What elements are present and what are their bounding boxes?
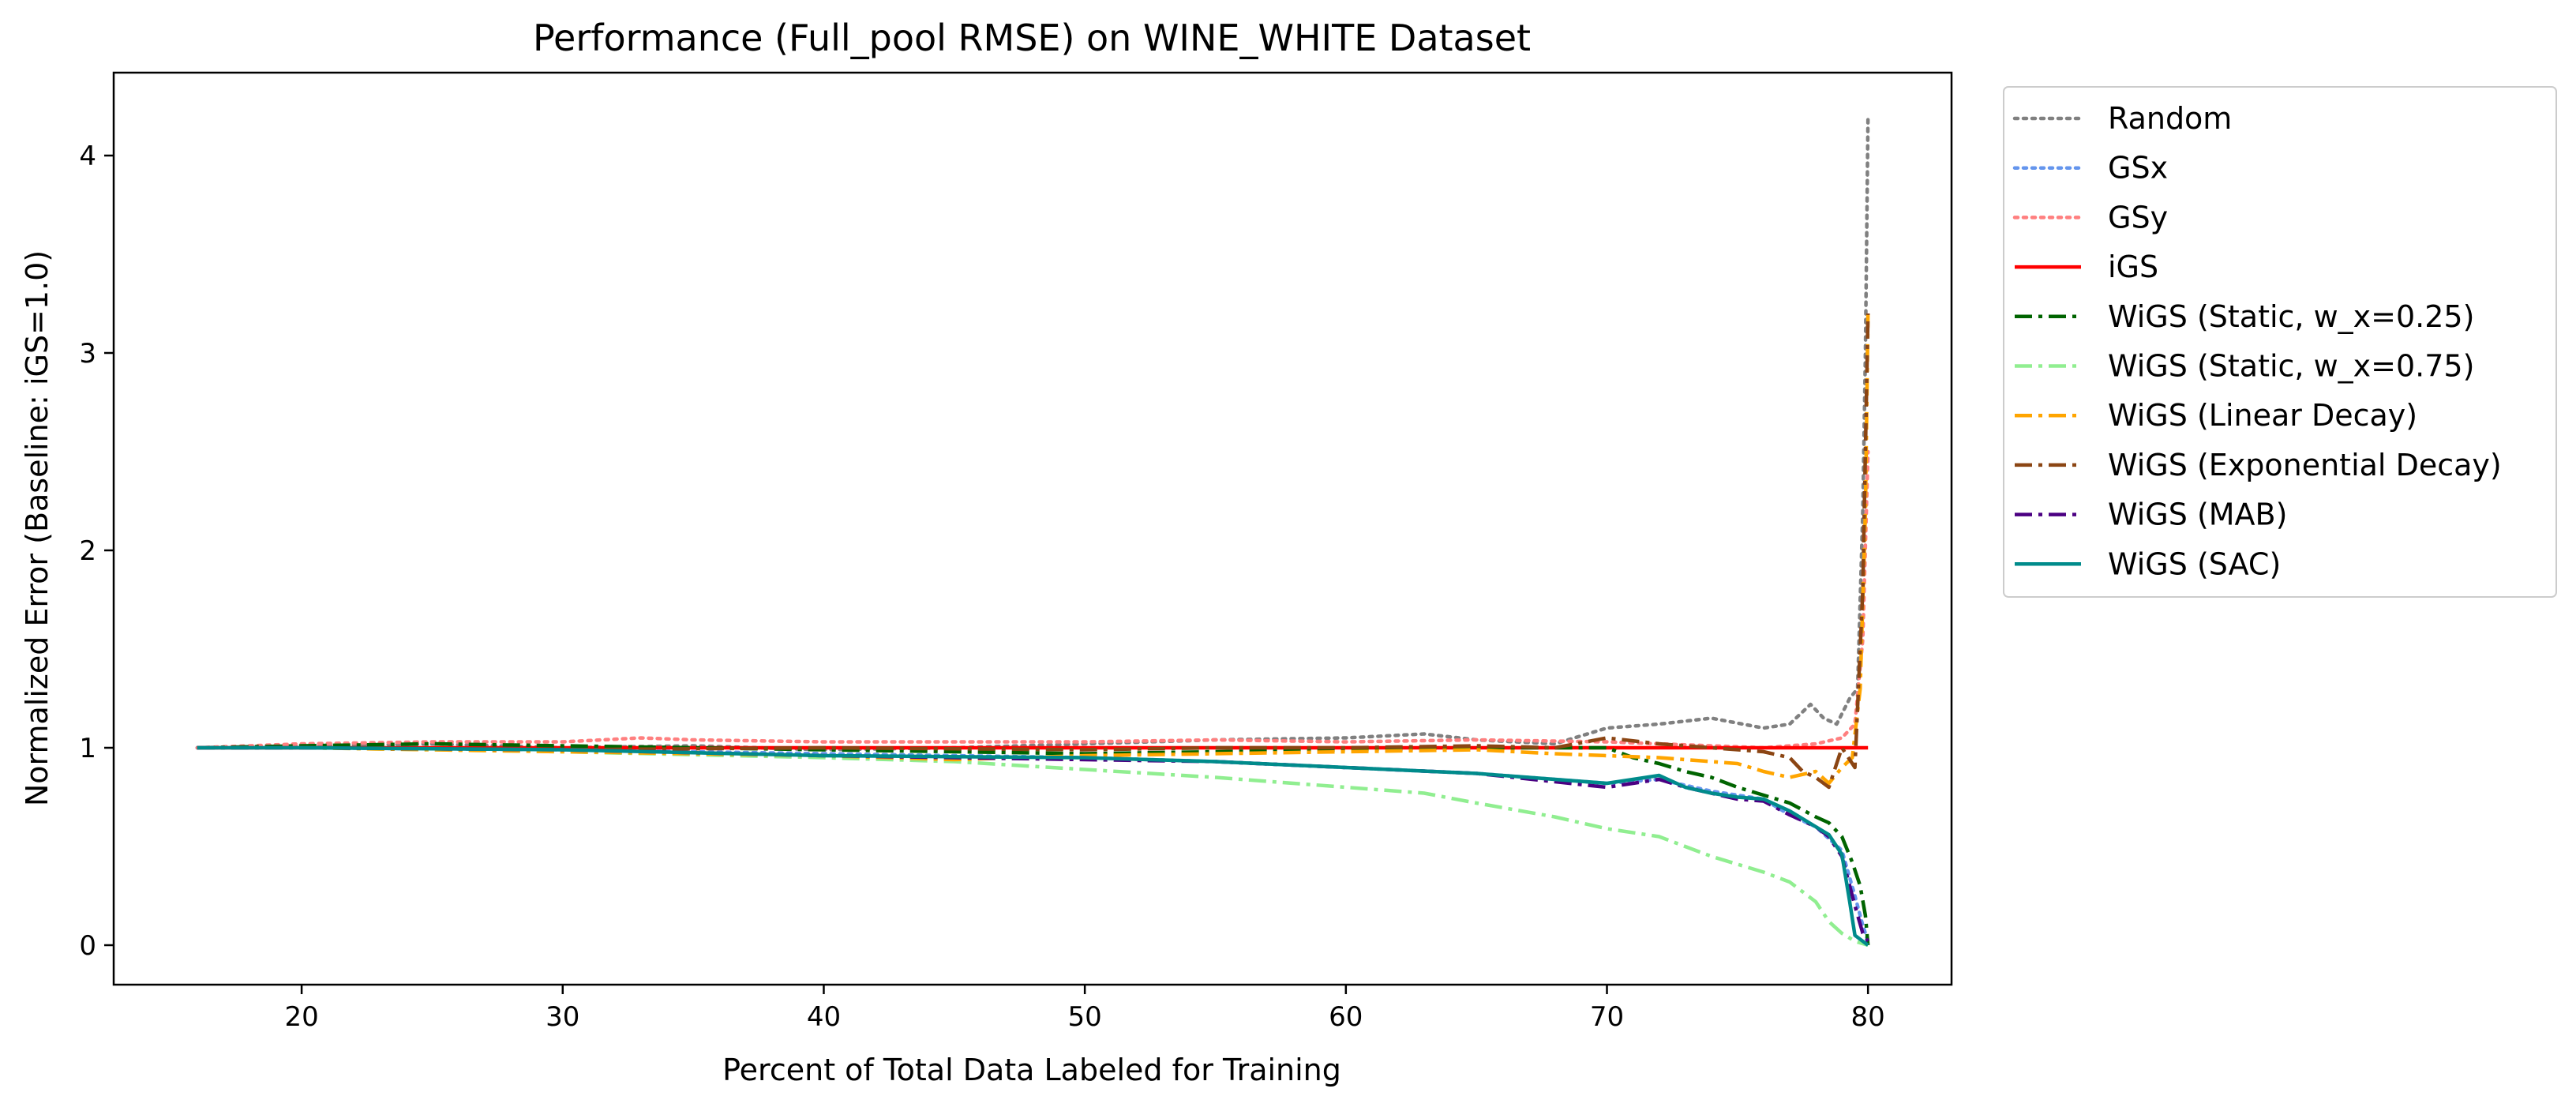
y-tick-label: 0: [79, 930, 96, 962]
y-tick-label: 2: [79, 535, 96, 567]
legend-label: GSx: [2108, 151, 2168, 186]
series-line-0: [195, 114, 1870, 752]
y-tick-label: 4: [79, 141, 96, 172]
y-axis: 0 1 2 3 4: [79, 141, 114, 962]
legend-label: WiGS (SAC): [2108, 546, 2281, 581]
x-axis-label: Percent of Total Data Labeled for Traini…: [722, 1053, 1341, 1087]
series-layer: [195, 114, 1870, 948]
x-axis: 20 30 40 50 60 70 80: [284, 985, 1885, 1033]
x-tick-label: 60: [1329, 1001, 1363, 1033]
legend-label: Random: [2108, 101, 2232, 136]
x-tick-label: 30: [546, 1001, 579, 1033]
series-line-2: [195, 449, 1870, 750]
series-line-7: [197, 313, 1870, 790]
legend-label: WiGS (Linear Decay): [2108, 398, 2417, 433]
y-tick-label: 1: [79, 733, 96, 764]
y-axis-label: Normalized Error (Baseline: iGS=1.0): [20, 250, 54, 806]
chart-title: Performance (Full_pool RMSE) on WINE_WHI…: [533, 17, 1531, 59]
legend-label: WiGS (Static, w_x=0.25): [2108, 299, 2474, 334]
x-tick-label: 40: [807, 1001, 841, 1033]
x-tick-label: 20: [284, 1001, 318, 1033]
series-line-1: [195, 745, 1870, 944]
series-line-8: [197, 745, 1870, 943]
series-line-5: [197, 745, 1869, 948]
legend-label: WiGS (MAB): [2108, 497, 2287, 532]
legend-label: WiGS (Static, w_x=0.75): [2108, 349, 2474, 384]
series-line-6: [197, 313, 1870, 786]
legend-label: iGS: [2108, 250, 2158, 284]
legend-label: WiGS (Exponential Decay): [2108, 448, 2502, 482]
x-tick-label: 50: [1068, 1001, 1102, 1033]
plot-area: [112, 71, 1953, 986]
series-line-9: [197, 745, 1869, 947]
legend-label: GSy: [2108, 200, 2168, 235]
legend-frame: [2003, 86, 2557, 598]
x-tick-label: 80: [1851, 1001, 1885, 1033]
legend: Random GSx GSy iGS WiGS (Static, w_x=0.25) Wi…: [2003, 86, 2557, 598]
x-tick-label: 70: [1590, 1001, 1624, 1033]
series-line-4: [197, 741, 1870, 946]
y-tick-label: 3: [79, 338, 96, 370]
